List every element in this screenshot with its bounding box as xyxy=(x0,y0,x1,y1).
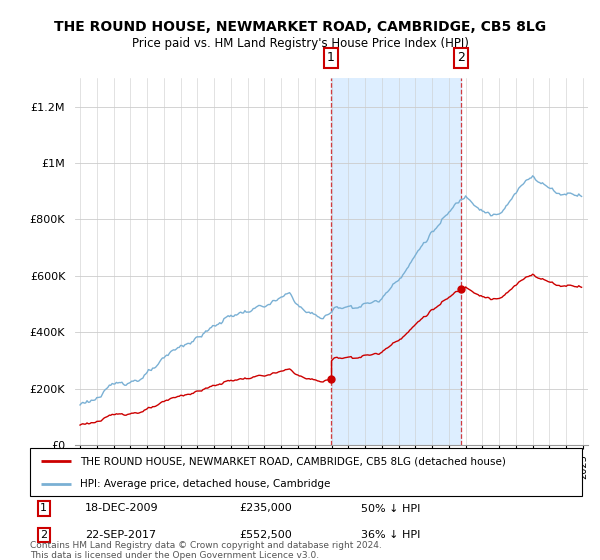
Text: 50% ↓ HPI: 50% ↓ HPI xyxy=(361,503,421,514)
Text: THE ROUND HOUSE, NEWMARKET ROAD, CAMBRIDGE, CB5 8LG: THE ROUND HOUSE, NEWMARKET ROAD, CAMBRID… xyxy=(54,20,546,34)
Text: 36% ↓ HPI: 36% ↓ HPI xyxy=(361,530,421,540)
Text: Contains HM Land Registry data © Crown copyright and database right 2024.
This d: Contains HM Land Registry data © Crown c… xyxy=(30,540,382,560)
Bar xyxy=(331,78,461,445)
Text: 22-SEP-2017: 22-SEP-2017 xyxy=(85,530,157,540)
Text: 1: 1 xyxy=(327,52,335,64)
Text: 18-DEC-2009: 18-DEC-2009 xyxy=(85,503,159,514)
Text: 2: 2 xyxy=(40,530,47,540)
Text: £552,500: £552,500 xyxy=(240,530,293,540)
Text: £235,000: £235,000 xyxy=(240,503,293,514)
Text: THE ROUND HOUSE, NEWMARKET ROAD, CAMBRIDGE, CB5 8LG (detached house): THE ROUND HOUSE, NEWMARKET ROAD, CAMBRID… xyxy=(80,456,506,466)
Text: Price paid vs. HM Land Registry's House Price Index (HPI): Price paid vs. HM Land Registry's House … xyxy=(131,38,469,50)
FancyBboxPatch shape xyxy=(30,448,582,496)
Text: 1: 1 xyxy=(40,503,47,514)
Text: 2: 2 xyxy=(457,52,465,64)
Text: HPI: Average price, detached house, Cambridge: HPI: Average price, detached house, Camb… xyxy=(80,479,330,489)
